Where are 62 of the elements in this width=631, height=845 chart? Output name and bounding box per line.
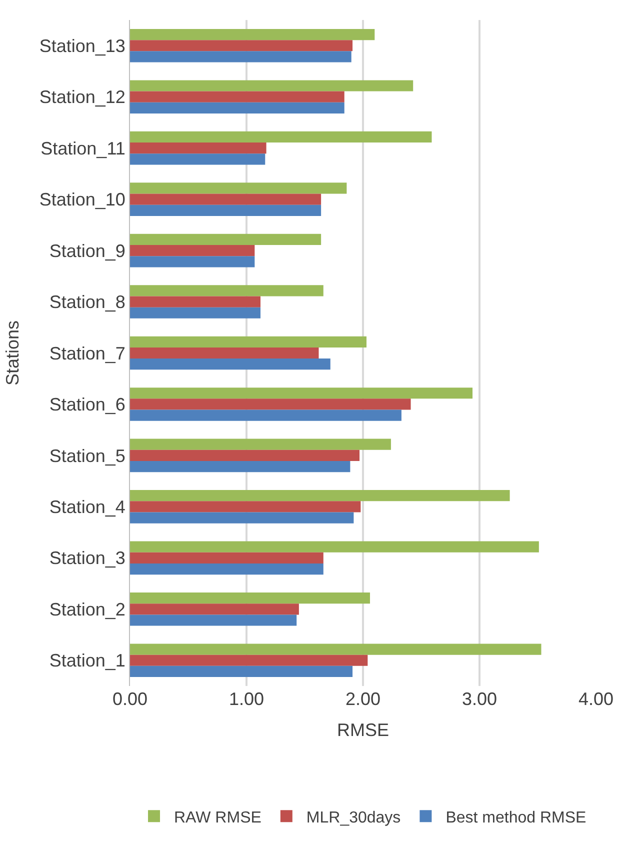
- bar: [130, 541, 539, 552]
- bar: [130, 307, 260, 318]
- bar: [130, 347, 319, 359]
- bar: [130, 296, 260, 308]
- x-tick-label: 0.00: [112, 689, 148, 709]
- bar: [130, 654, 368, 666]
- bar: [130, 461, 350, 472]
- legend-label: RAW RMSE: [174, 809, 262, 826]
- legend-label: MLR_30days: [306, 809, 401, 826]
- bar: [130, 40, 353, 52]
- bar: [130, 80, 414, 92]
- bar: [130, 490, 510, 502]
- bar: [130, 644, 542, 655]
- x-tick-label: 4.00: [578, 689, 614, 709]
- bar: [130, 501, 361, 512]
- y-tick-label: Station_10: [39, 190, 126, 210]
- y-tick-label: Station_4: [49, 496, 126, 517]
- bar: [130, 450, 360, 462]
- bar: [130, 51, 352, 62]
- bar: [130, 592, 370, 604]
- bar: [130, 102, 344, 114]
- y-tick-label: Station_8: [49, 292, 126, 312]
- bar: [130, 131, 432, 143]
- y-tick-label: Station_3: [49, 548, 126, 568]
- bar: [130, 154, 266, 165]
- bar: [130, 194, 322, 205]
- x-tick-label: 1.00: [228, 689, 264, 709]
- y-tick-label: Station_6: [49, 394, 126, 415]
- bar: [130, 666, 353, 678]
- y-tick-label: Station_13: [39, 36, 126, 56]
- y-tick-label: Station_12: [39, 87, 126, 108]
- bar: [130, 614, 297, 626]
- y-tick-label: Station_1: [49, 650, 126, 671]
- bar: [130, 234, 322, 245]
- y-axis-title: Stations: [2, 320, 23, 386]
- bar: [130, 438, 391, 450]
- bar: [130, 91, 344, 102]
- x-tick-label: 2.00: [345, 689, 381, 709]
- bar: [130, 182, 347, 194]
- legend-label: Best method RMSE: [446, 809, 586, 826]
- y-tick-label: Station_5: [49, 446, 126, 466]
- bar: [130, 285, 324, 296]
- y-tick-label: Station_9: [49, 240, 126, 261]
- bar: [130, 142, 266, 154]
- bar: [130, 552, 324, 564]
- bar: [130, 204, 322, 216]
- x-axis-title: RMSE: [336, 720, 390, 740]
- bar: [130, 28, 375, 40]
- bar: [130, 244, 255, 256]
- bar: [130, 410, 402, 421]
- bar: [130, 512, 354, 524]
- y-tick-label: Station_7: [49, 343, 126, 364]
- bar: [130, 604, 299, 615]
- bar: [130, 336, 366, 348]
- y-tick-label: Station_11: [40, 138, 126, 158]
- bar: [130, 398, 411, 410]
- bar: [130, 388, 473, 399]
- bar: [130, 563, 324, 575]
- x-tick-label: 3.00: [462, 689, 498, 709]
- bar: [130, 256, 255, 268]
- y-tick-label: Station_2: [49, 599, 126, 620]
- bar: [130, 358, 330, 370]
